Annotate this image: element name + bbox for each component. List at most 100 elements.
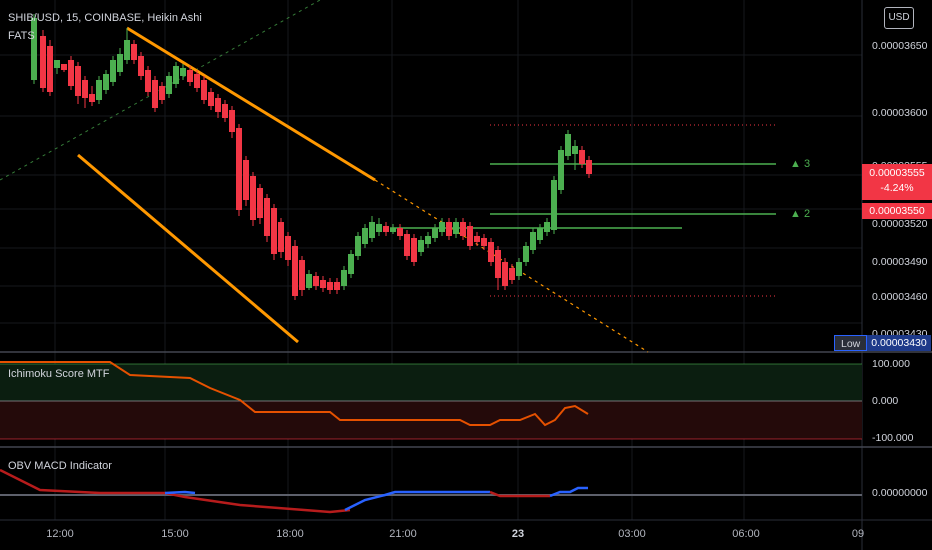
ichimoku-tick: 0.000	[872, 395, 899, 407]
obv-pane	[0, 468, 862, 514]
candle	[460, 222, 466, 236]
time-tick: 18:00	[276, 528, 304, 540]
candle	[439, 222, 445, 232]
indicator-label-fats[interactable]: FATS	[8, 30, 35, 42]
candle	[68, 60, 74, 86]
candle	[117, 54, 123, 72]
candle	[341, 270, 347, 286]
candle	[481, 238, 487, 246]
time-tick: 15:00	[161, 528, 189, 540]
obv-pane-title[interactable]: OBV MACD Indicator	[8, 460, 112, 472]
candle	[488, 242, 494, 262]
candle	[215, 98, 221, 112]
candle	[236, 128, 242, 210]
candle	[166, 76, 172, 94]
candle	[390, 228, 396, 232]
price-tick: 0.00003650	[872, 40, 928, 52]
obv-tick: 0.00000000	[872, 487, 928, 499]
time-tick: 03:00	[618, 528, 646, 540]
candle	[271, 208, 277, 254]
candle	[376, 224, 382, 232]
symbol-title[interactable]: SHIB/USD, 15, COINBASE, Heikin Ashi	[8, 12, 202, 24]
target-2-label: ▲ 2	[790, 208, 811, 220]
candle	[530, 232, 536, 250]
candle	[579, 150, 585, 164]
candle	[299, 260, 305, 290]
candle	[243, 160, 249, 200]
candle	[537, 228, 543, 240]
ichimoku-tick: -100.000	[872, 432, 914, 444]
candle	[306, 274, 312, 288]
candle	[446, 222, 452, 236]
candle	[40, 36, 46, 88]
candle	[425, 236, 431, 244]
candle	[544, 222, 550, 232]
current-price: 0.00003555	[869, 167, 925, 179]
candle	[334, 282, 340, 290]
candle	[369, 222, 375, 238]
candle	[159, 86, 165, 100]
candle	[348, 254, 354, 274]
candle	[502, 262, 508, 286]
candle	[292, 246, 298, 296]
time-tick: 06:00	[732, 528, 760, 540]
obv-line	[344, 490, 490, 512]
obv-line	[489, 490, 550, 498]
candle	[145, 70, 151, 92]
low-price-marker: Low 0.00003430	[834, 335, 931, 351]
candle	[208, 92, 214, 106]
candle	[47, 46, 53, 92]
candle	[516, 262, 522, 276]
candle	[474, 236, 480, 242]
candle	[75, 66, 81, 96]
low-value: 0.00003430	[867, 335, 931, 351]
candle	[320, 280, 326, 288]
candle	[82, 80, 88, 98]
obv-line	[0, 468, 351, 514]
price-change: -4.24%	[880, 182, 914, 194]
candle	[187, 70, 193, 82]
candle	[138, 56, 144, 76]
candle	[404, 234, 410, 256]
candle	[173, 66, 179, 84]
time-tick: 12:00	[46, 528, 74, 540]
candle	[103, 74, 109, 90]
candle	[523, 246, 529, 262]
candle	[278, 222, 284, 252]
obv-line	[549, 486, 588, 498]
candle	[152, 80, 158, 108]
candle	[257, 188, 263, 218]
candle	[54, 60, 60, 68]
currency-button[interactable]: USD	[884, 7, 914, 29]
second-price-badge: 0.00003550	[862, 203, 932, 219]
candles	[31, 14, 592, 300]
time-tick: 23	[511, 528, 525, 540]
candle	[89, 94, 95, 102]
candle	[509, 268, 515, 280]
candle	[383, 226, 389, 232]
candle	[180, 68, 186, 76]
candle	[194, 74, 200, 88]
candle	[362, 228, 368, 244]
target-levels	[390, 124, 776, 297]
candle	[453, 222, 459, 234]
candle	[565, 134, 571, 156]
target-3-label: ▲ 3	[790, 158, 811, 170]
ichimoku-pane-title[interactable]: Ichimoku Score MTF	[8, 368, 110, 380]
candle	[432, 228, 438, 238]
candle	[285, 236, 291, 260]
candle	[222, 104, 228, 118]
time-tick: 09	[851, 528, 865, 540]
candle	[250, 176, 256, 220]
trendlines	[0, 0, 649, 353]
candle	[131, 44, 137, 60]
candle	[558, 150, 564, 190]
candle	[31, 18, 37, 80]
price-tick: 0.00003490	[872, 256, 928, 268]
candle	[355, 236, 361, 256]
candle	[572, 146, 578, 154]
candle	[110, 60, 116, 82]
candle	[124, 40, 130, 60]
